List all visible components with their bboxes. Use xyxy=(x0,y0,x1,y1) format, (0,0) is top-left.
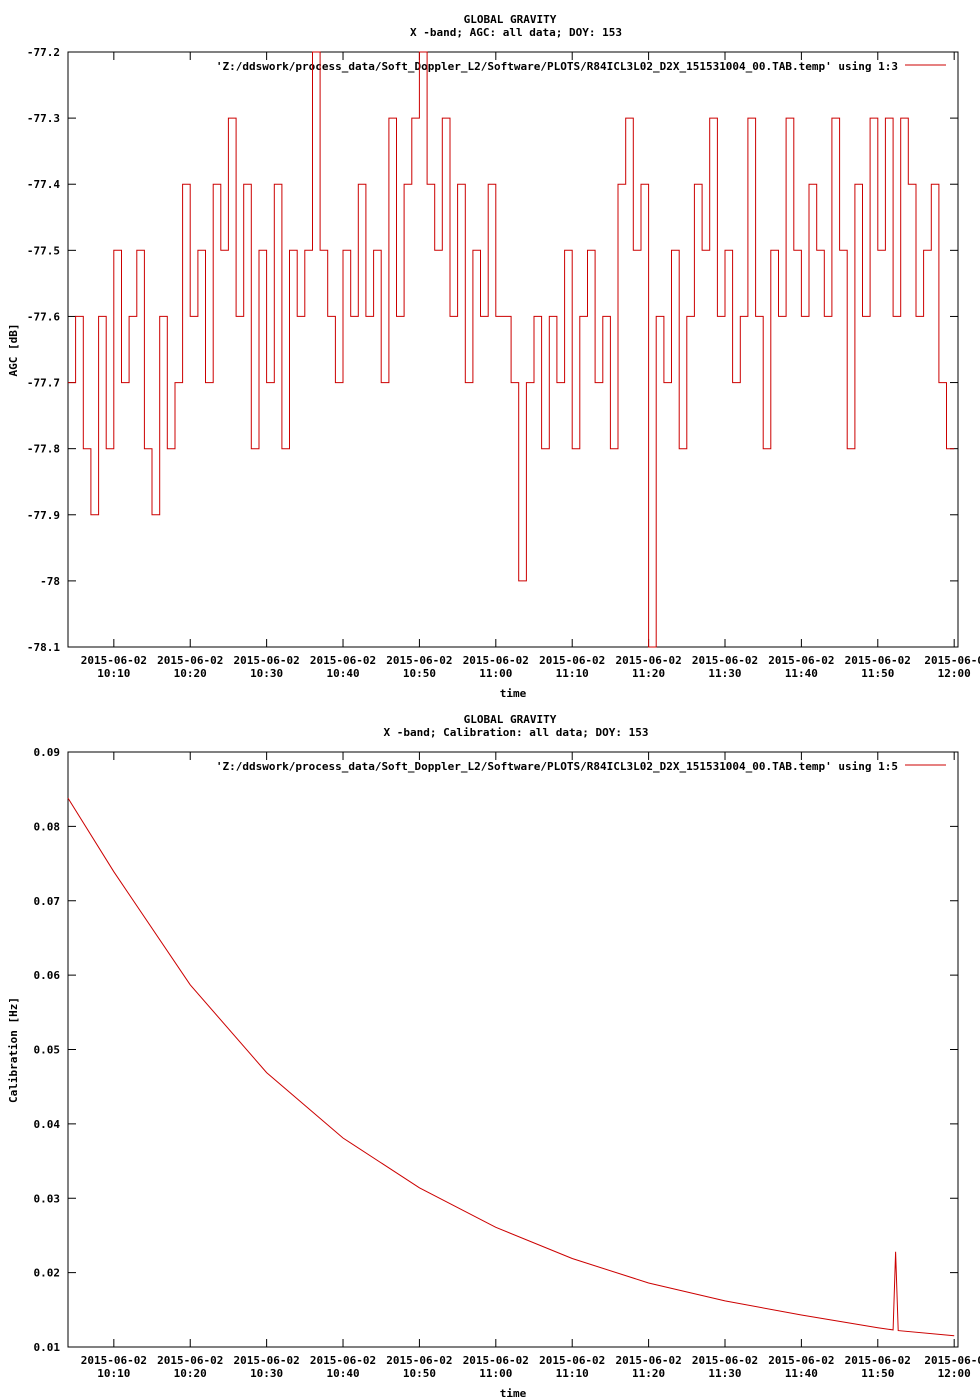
x-tick-time: 10:30 xyxy=(250,1367,283,1380)
y-tick-label: 0.08 xyxy=(34,820,61,833)
x-tick-date: 2015-06-02 xyxy=(463,1354,529,1367)
x-tick-date: 2015-06-02 xyxy=(463,654,529,667)
x-tick-date: 2015-06-02 xyxy=(615,654,681,667)
x-tick-time: 11:00 xyxy=(479,1367,512,1380)
plot-frame xyxy=(67,751,959,1348)
x-tick-time: 11:00 xyxy=(479,667,512,680)
x-tick-time: 11:20 xyxy=(632,667,665,680)
chart-title: GLOBAL GRAVITY xyxy=(464,713,557,726)
x-tick-time: 11:40 xyxy=(785,1367,818,1380)
x-tick-date: 2015-06-02 xyxy=(234,654,300,667)
x-tick-date: 2015-06-0 xyxy=(924,654,980,667)
x-tick-time: 12:00 xyxy=(938,667,971,680)
y-tick-label: -77.5 xyxy=(27,244,60,257)
x-tick-date: 2015-06-02 xyxy=(386,654,452,667)
x-tick-date: 2015-06-02 xyxy=(768,654,834,667)
y-tick-label: -77.6 xyxy=(27,310,60,323)
x-tick-date: 2015-06-02 xyxy=(310,1354,376,1367)
calibration-panel: GLOBAL GRAVITY X -band; Calibration: all… xyxy=(7,713,980,1400)
y-tick-label: 0.01 xyxy=(34,1341,61,1354)
chart-subtitle: X -band; AGC: all data; DOY: 153 xyxy=(410,26,622,39)
x-tick-date: 2015-06-02 xyxy=(157,654,223,667)
x-tick-time: 11:20 xyxy=(632,1367,665,1380)
x-tick-time: 11:10 xyxy=(556,667,589,680)
y-axis-label: Calibration [Hz] xyxy=(7,997,20,1103)
x-tick-date: 2015-06-02 xyxy=(768,1354,834,1367)
plot-frame xyxy=(67,51,959,648)
x-tick-time: 10:10 xyxy=(97,667,130,680)
series-line xyxy=(68,51,955,648)
y-tick-label: 0.05 xyxy=(34,1044,61,1057)
y-tick-label: 0.03 xyxy=(34,1192,61,1205)
y-tick-label: -78 xyxy=(40,575,60,588)
x-tick-time: 10:50 xyxy=(403,667,436,680)
y-tick-label: 0.07 xyxy=(34,895,61,908)
x-tick-date: 2015-06-02 xyxy=(157,1354,223,1367)
x-tick-date: 2015-06-02 xyxy=(234,1354,300,1367)
x-tick-time: 11:40 xyxy=(785,667,818,680)
legend-label: 'Z:/ddswork/process_data/Soft_Doppler_L2… xyxy=(216,60,898,73)
y-tick-label: 0.06 xyxy=(34,969,61,982)
x-tick-time: 12:00 xyxy=(938,1367,971,1380)
chart-subtitle: X -band; Calibration: all data; DOY: 153 xyxy=(384,726,649,739)
x-tick-date: 2015-06-02 xyxy=(386,1354,452,1367)
x-tick-date: 2015-06-0 xyxy=(924,1354,980,1367)
x-tick-date: 2015-06-02 xyxy=(310,654,376,667)
x-tick-date: 2015-06-02 xyxy=(539,654,605,667)
x-axis-label: time xyxy=(500,1387,527,1400)
x-tick-time: 10:20 xyxy=(174,1367,207,1380)
x-tick-time: 10:20 xyxy=(174,667,207,680)
x-tick-date: 2015-06-02 xyxy=(81,654,147,667)
x-tick-time: 11:30 xyxy=(708,1367,741,1380)
y-tick-label: 0.09 xyxy=(34,746,61,759)
y-tick-label: 0.04 xyxy=(34,1118,61,1131)
x-tick-date: 2015-06-02 xyxy=(539,1354,605,1367)
x-tick-time: 11:10 xyxy=(556,1367,589,1380)
x-tick-time: 11:30 xyxy=(708,667,741,680)
x-tick-date: 2015-06-02 xyxy=(692,1354,758,1367)
agc-panel: GLOBAL GRAVITY X -band; AGC: all data; D… xyxy=(7,13,980,700)
series-line xyxy=(67,797,955,1337)
y-tick-label: -77.7 xyxy=(27,377,60,390)
x-tick-time: 11:50 xyxy=(861,667,894,680)
chart-title: GLOBAL GRAVITY xyxy=(464,13,557,26)
x-tick-time: 10:30 xyxy=(250,667,283,680)
y-tick-label: -77.8 xyxy=(27,443,60,456)
x-tick-time: 10:40 xyxy=(326,1367,359,1380)
y-tick-label: -77.9 xyxy=(27,509,60,522)
x-tick-date: 2015-06-02 xyxy=(81,1354,147,1367)
x-tick-time: 10:10 xyxy=(97,1367,130,1380)
y-tick-label: -78.1 xyxy=(27,641,60,654)
legend-label: 'Z:/ddswork/process_data/Soft_Doppler_L2… xyxy=(216,760,898,773)
y-tick-label: -77.4 xyxy=(27,178,60,191)
x-axis-label: time xyxy=(500,687,527,700)
x-tick-date: 2015-06-02 xyxy=(615,1354,681,1367)
y-tick-label: -77.3 xyxy=(27,112,60,125)
x-tick-date: 2015-06-02 xyxy=(845,1354,911,1367)
y-axis-label: AGC [dB] xyxy=(7,324,20,377)
x-tick-time: 10:50 xyxy=(403,1367,436,1380)
x-tick-date: 2015-06-02 xyxy=(692,654,758,667)
x-tick-date: 2015-06-02 xyxy=(845,654,911,667)
x-tick-time: 11:50 xyxy=(861,1367,894,1380)
y-tick-label: -77.2 xyxy=(27,46,60,59)
y-tick-label: 0.02 xyxy=(34,1267,61,1280)
x-tick-time: 10:40 xyxy=(326,667,359,680)
